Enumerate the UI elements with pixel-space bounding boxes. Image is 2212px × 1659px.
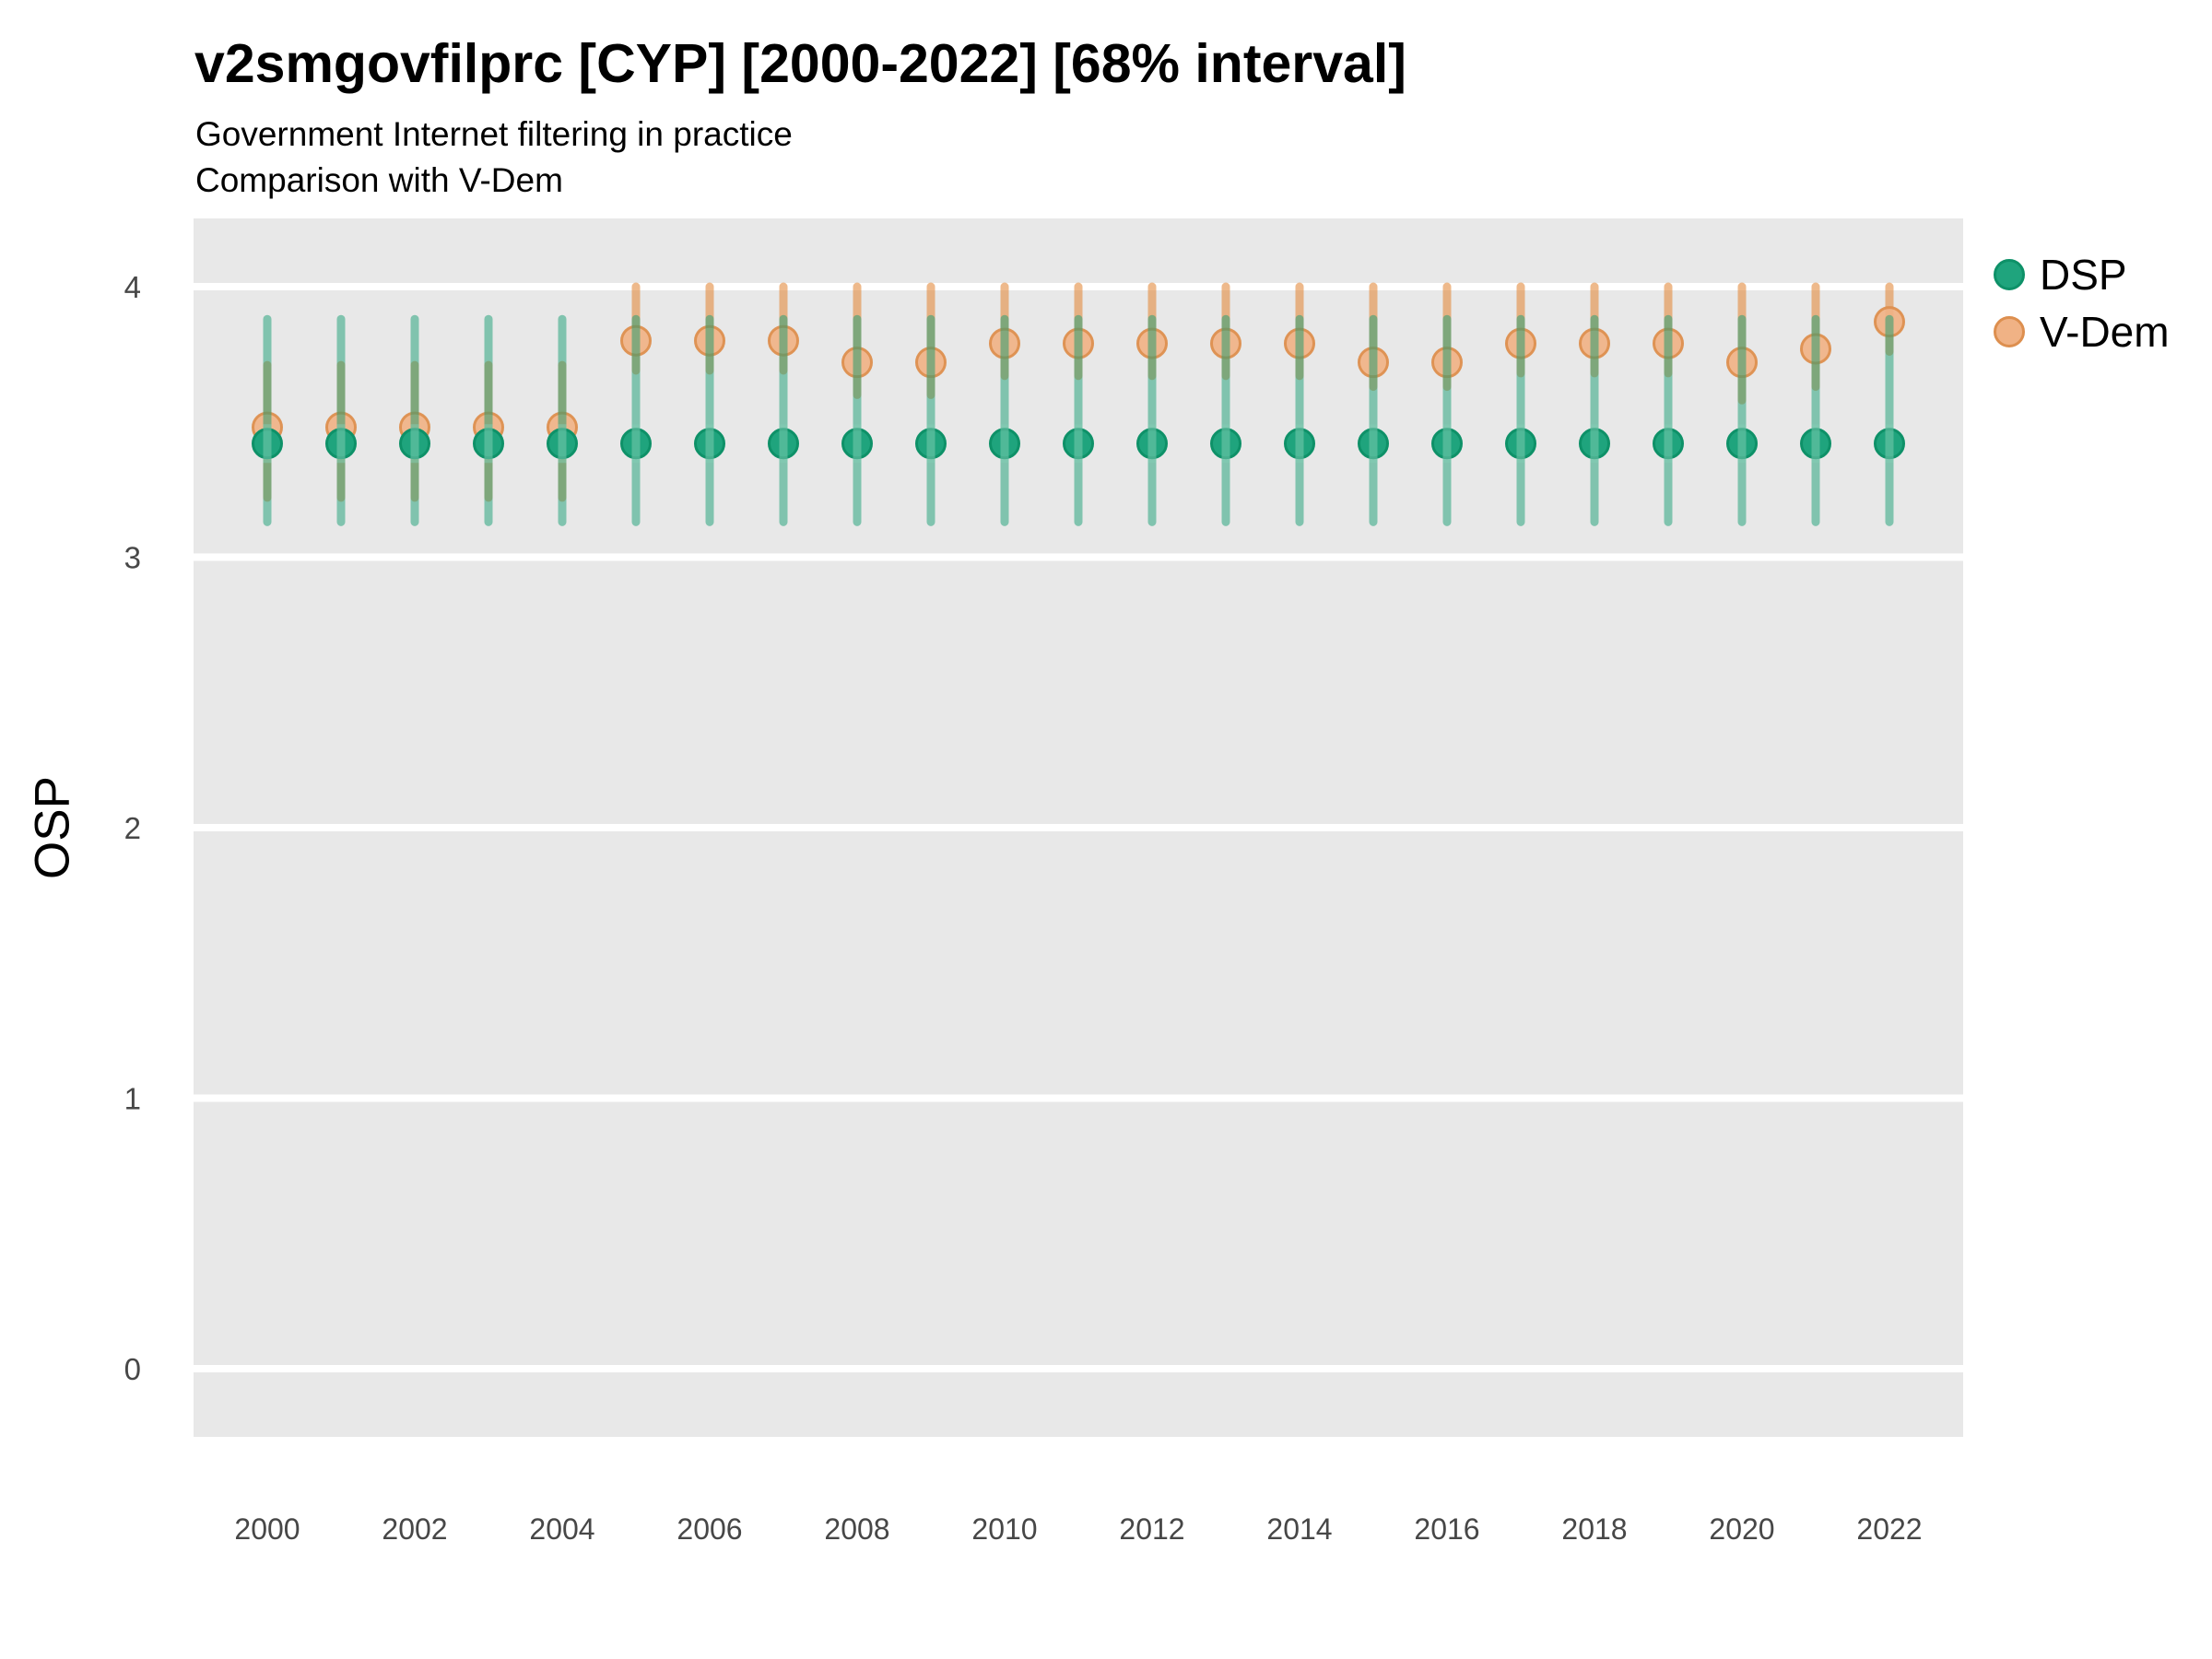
y-axis-title: OSP xyxy=(25,776,80,879)
dsp-legend-marker-icon xyxy=(1994,259,2025,290)
dsp-point-band-layer xyxy=(263,424,1894,464)
x-tick-label-2000: 2000 xyxy=(234,1512,300,1546)
legend-item-vdem: V-Dem xyxy=(1994,311,2170,353)
x-tick-label-2002: 2002 xyxy=(382,1512,447,1546)
legend: DSP V-Dem xyxy=(1994,253,2170,353)
vdem-legend-marker-icon xyxy=(1994,316,2025,347)
x-axis-tick-labels: 2000 2002 2004 2006 2008 2010 2012 2014 2016 2018… xyxy=(234,1512,1922,1546)
x-tick-label-2010: 2010 xyxy=(971,1512,1037,1546)
y-tick-label-0: 0 xyxy=(124,1352,141,1386)
gridline-y-0 xyxy=(194,1365,1963,1372)
x-tick-label-2016: 2016 xyxy=(1414,1512,1479,1546)
y-tick-label-4: 4 xyxy=(124,270,141,304)
x-tick-label-2018: 2018 xyxy=(1561,1512,1627,1546)
x-tick-label-2004: 2004 xyxy=(529,1512,594,1546)
chart-subtitle-line1: Government Internet filtering in practic… xyxy=(195,115,793,153)
dsp-legend-label: DSP xyxy=(2040,251,2127,299)
y-tick-label-1: 1 xyxy=(124,1082,141,1116)
legend-item-dsp: DSP xyxy=(1994,253,2170,296)
x-tick-label-2006: 2006 xyxy=(677,1512,742,1546)
x-tick-label-2020: 2020 xyxy=(1709,1512,1774,1546)
chart-title: v2smgovfilprc [CYP] [2000-2022] [68% int… xyxy=(194,33,1406,94)
gridline-y-1 xyxy=(194,1094,1963,1102)
chart-subtitle-line2: Comparison with V-Dem xyxy=(195,161,563,199)
y-tick-label-3: 3 xyxy=(124,541,141,575)
x-tick-label-2008: 2008 xyxy=(824,1512,889,1546)
gridline-y-2 xyxy=(194,824,1963,831)
gridline-y-3 xyxy=(194,553,1963,561)
vdem-legend-label: V-Dem xyxy=(2040,308,2170,356)
x-tick-label-2022: 2022 xyxy=(1856,1512,1922,1546)
x-tick-label-2014: 2014 xyxy=(1266,1512,1332,1546)
dsp-interval-layer xyxy=(263,314,1894,526)
y-axis-tick-labels: 0 1 2 3 4 xyxy=(124,270,141,1386)
y-tick-label-2: 2 xyxy=(124,811,141,845)
x-tick-label-2012: 2012 xyxy=(1119,1512,1184,1546)
